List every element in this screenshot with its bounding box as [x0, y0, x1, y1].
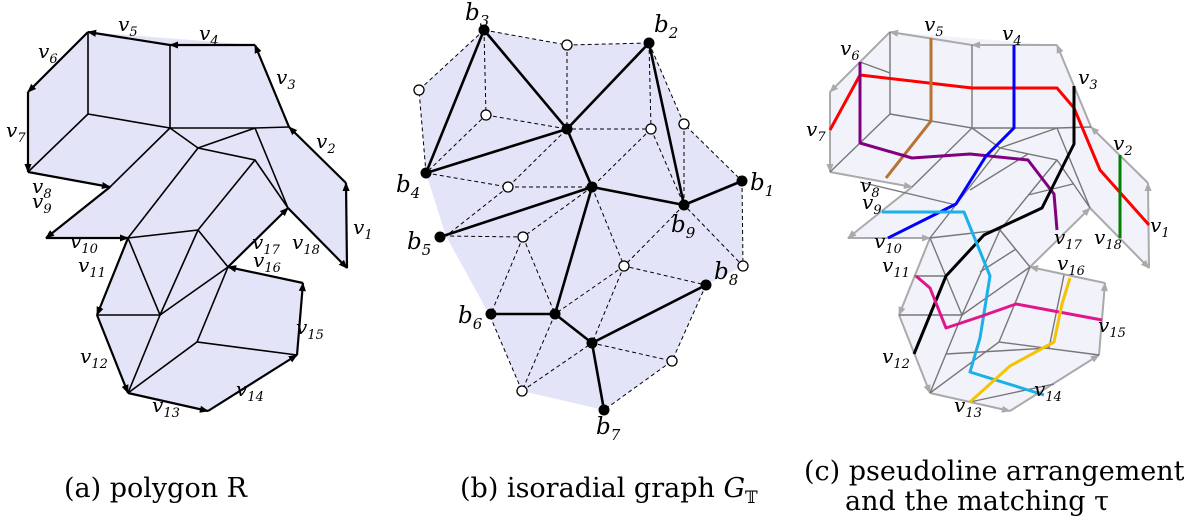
label-c-v14: v14: [1034, 377, 1062, 405]
label-c-v6: v6: [840, 36, 860, 64]
label-b3: b3: [465, 0, 489, 30]
label-v14: v14: [236, 377, 264, 405]
caption-b: (b) isoradial graph G𝕋: [460, 473, 758, 508]
caption-c-line1: (c) pseudoline arrangement: [804, 456, 1184, 487]
caption-a: (a) polygon R: [64, 473, 248, 504]
label-c-v12: v12: [882, 344, 910, 372]
white-vertices: [413, 39, 749, 397]
label-b2: b2: [654, 12, 678, 42]
label-c-v2: v2: [1113, 131, 1133, 159]
label-b9: b9: [671, 212, 696, 242]
label-b7: b7: [596, 414, 621, 444]
label-v6: v6: [38, 39, 58, 67]
label-b5: b5: [407, 229, 431, 259]
panel-b-isoradial-graph: b1 b2 b3 b4 b5 b6 b7 b8 b9 (b) isoradial…: [396, 0, 774, 508]
label-c-v17: v17: [1054, 225, 1083, 253]
label-c-v10: v10: [874, 229, 902, 257]
label-v13: v13: [152, 393, 180, 421]
label-c-v8: v8: [860, 173, 880, 201]
label-c-v5: v5: [924, 12, 944, 40]
label-b4: b4: [396, 172, 420, 202]
label-v1: v1: [353, 215, 373, 243]
label-v17: v17: [252, 230, 281, 258]
graph-edges: [424, 29, 743, 411]
label-c-v16: v16: [1057, 251, 1085, 279]
label-v12: v12: [80, 344, 108, 372]
pseudoline-v11-v15: [915, 274, 1103, 330]
label-c-v13: v13: [954, 393, 982, 421]
label-b8: b8: [714, 259, 738, 289]
polygon-boundary: [24, 29, 350, 413]
pseudolines: [828, 38, 1151, 404]
label-c-v11: v11: [882, 253, 910, 281]
label-v18: v18: [292, 230, 320, 258]
pseudoline-v4-v10: [887, 45, 1016, 240]
label-c-v15: v15: [1098, 313, 1126, 341]
caption-c-line2: and the matching τ: [845, 486, 1109, 517]
label-c-v3: v3: [1078, 65, 1098, 93]
label-v16: v16: [253, 248, 281, 276]
black-vertices: [420, 24, 748, 416]
label-c-v7: v7: [806, 117, 826, 145]
label-v15: v15: [296, 315, 324, 343]
label-v5: v5: [118, 12, 138, 40]
label-v2: v2: [316, 129, 336, 157]
label-v3: v3: [276, 65, 296, 93]
label-v10: v10: [70, 229, 98, 257]
gray-boundary: [826, 29, 1152, 413]
panel-c-pseudolines: v1 v2 v3 v4 v5 v6 v7 v8 v9 v10 v11 v12 v…: [806, 12, 1170, 421]
pseudoline-v6-v17: [858, 62, 1059, 231]
polygon-r-fill: [28, 32, 347, 411]
label-c-v4: v4: [1002, 21, 1022, 49]
pseudoline-v5-v8: [884, 38, 933, 179]
label-v9: v9: [32, 189, 52, 217]
label-v8: v8: [32, 174, 52, 202]
pseudoline-v3-v12: [912, 86, 1076, 355]
label-c-v9: v9: [862, 190, 882, 218]
faces-fill: [419, 30, 743, 410]
rhombus-tiling: [27, 32, 298, 394]
label-b6: b6: [458, 303, 483, 333]
label-b1: b1: [750, 170, 774, 200]
pseudoline-v9-v14: [882, 210, 1045, 397]
label-v11: v11: [78, 253, 106, 281]
panel-b-labels: b1 b2 b3 b4 b5 b6 b7 b8 b9: [396, 0, 774, 444]
label-v7: v7: [6, 118, 26, 146]
polygon-fill-light: [830, 32, 1149, 411]
label-c-v18: v18: [1094, 225, 1122, 253]
pseudoline-v13-v16: [968, 277, 1072, 404]
panel-a-labels: v1 v2 v3 v4 v5 v6 v7 v8 v9 v10 v11 v12 v…: [6, 12, 373, 421]
label-c-v1: v1: [1150, 213, 1170, 241]
panel-a-polygon: v1 v2 v3 v4 v5 v6 v7 v8 v9 v10 v11 v12 v…: [6, 12, 373, 504]
label-v4: v4: [199, 21, 219, 49]
panel-c-labels: v1 v2 v3 v4 v5 v6 v7 v8 v9 v10 v11 v12 v…: [806, 12, 1170, 421]
